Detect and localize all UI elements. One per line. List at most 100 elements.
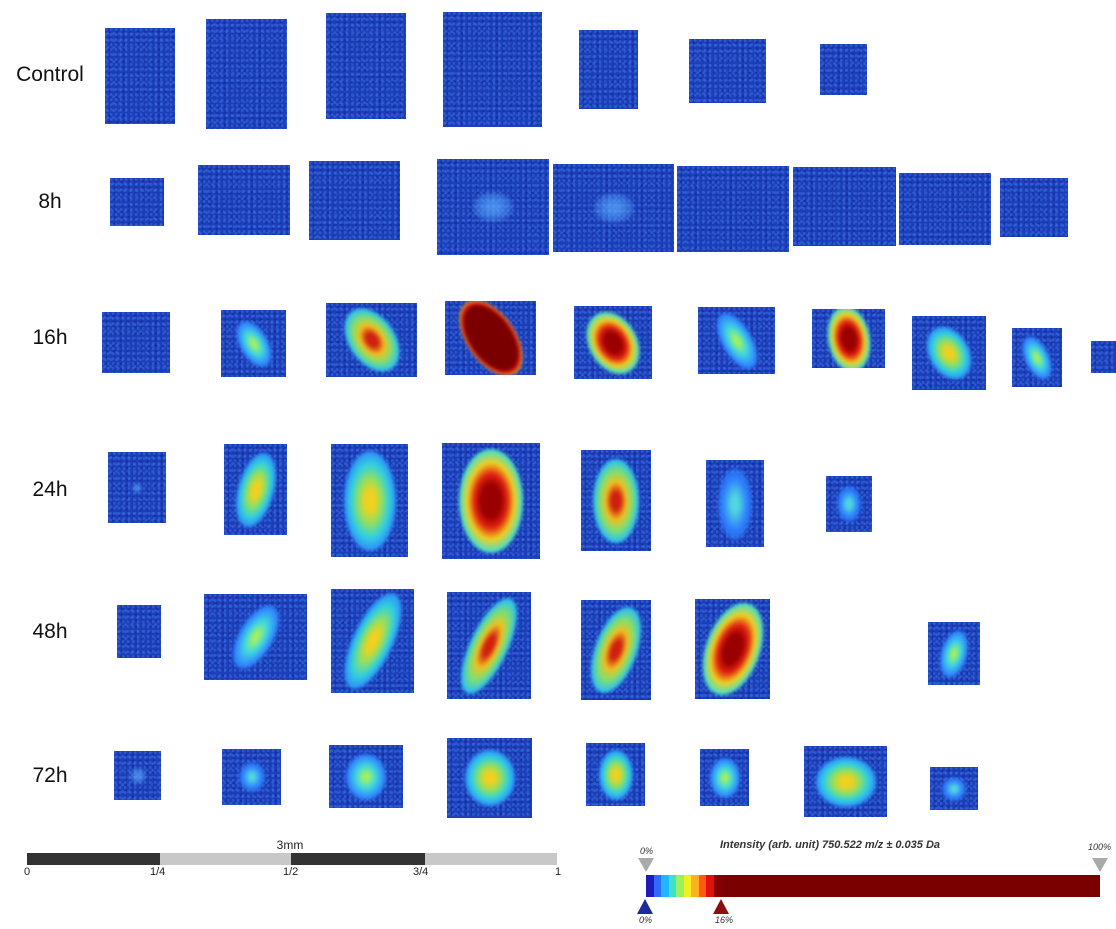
- tissue-image-tile: [224, 444, 287, 535]
- tissue-image-tile: [445, 301, 536, 375]
- tissue-image-tile: [677, 166, 789, 252]
- tissue-image-tile: [579, 30, 638, 109]
- colorbar-segment: [676, 875, 684, 897]
- colorbar: [646, 875, 1100, 897]
- colorbar-segment: [691, 875, 699, 897]
- signal-hotspot: [228, 448, 283, 531]
- signal-hotspot: [942, 776, 966, 801]
- scale-tick-3-4: 3/4: [413, 866, 429, 878]
- signal-hotspot: [446, 301, 535, 375]
- tissue-image-tile: [700, 749, 749, 806]
- signal-hotspot: [718, 467, 752, 540]
- tissue-image-tile: [820, 44, 867, 95]
- signal-hotspot: [822, 309, 875, 368]
- tissue-image-tile: [928, 622, 980, 685]
- tissue-image-tile: [198, 165, 290, 235]
- row-label-24h: 24h: [32, 478, 68, 501]
- tissue-image-tile: [326, 303, 417, 377]
- signal-hotspot: [464, 750, 515, 806]
- signal-hotspot: [935, 626, 973, 681]
- signal-hotspot: [917, 318, 981, 388]
- colorbar-bottom-max-label: 16%: [715, 915, 734, 925]
- scale-tick-1: 1: [555, 866, 562, 878]
- tissue-image-tile: [108, 452, 166, 523]
- tissue-image-tile: [826, 476, 872, 532]
- signal-hotspot: [238, 762, 265, 792]
- scale-segment-4: [425, 853, 557, 865]
- colorbar-segment: [683, 875, 691, 897]
- scale-tick-0: 0: [24, 866, 31, 878]
- tissue-image-tile: [812, 309, 885, 368]
- colorbar-segment: [713, 875, 721, 897]
- tissue-image-tile: [331, 444, 408, 557]
- tissue-image-tile: [899, 173, 991, 245]
- tissue-image-tile: [804, 746, 887, 817]
- colorbar-segment: [698, 875, 706, 897]
- scale-bar-title: 3mm: [276, 838, 304, 852]
- tissue-image-tile: [326, 13, 406, 119]
- signal-hotspot: [332, 589, 413, 693]
- row-label-72h: 72h: [32, 764, 68, 787]
- colorbar-max-marker-top: [1092, 858, 1108, 872]
- tissue-image-tile: [114, 751, 161, 800]
- row-label-16h: 16h: [32, 326, 68, 349]
- tissue-image-tile: [329, 745, 403, 808]
- signal-hotspot: [598, 749, 633, 800]
- row-label-8h: 8h: [38, 190, 62, 213]
- tissue-image-tile: [102, 312, 170, 373]
- tissue-image-tile: [1091, 341, 1116, 373]
- scale-segment-1: [27, 853, 160, 865]
- signal-hotspot: [593, 458, 639, 543]
- tissue-image-tile: [1000, 178, 1068, 237]
- scale-tick-1-2: 1/2: [283, 866, 299, 878]
- tissue-image-tile: [689, 39, 766, 103]
- tissue-image-tile: [105, 28, 175, 124]
- tissue-image-tile: [110, 178, 164, 226]
- tissue-image-tile: [930, 767, 978, 810]
- signal-hotspot: [228, 314, 279, 373]
- colorbar-top-left-label: 0%: [640, 846, 654, 856]
- colorbar-segment: [706, 875, 714, 897]
- signal-hotspot: [709, 757, 740, 798]
- tissue-image-tile: [706, 460, 764, 547]
- tissue-image-tile: [309, 161, 400, 240]
- tissue-image-tile: [117, 605, 161, 658]
- signal-hotspot: [695, 599, 770, 699]
- signal-hotspot: [449, 592, 529, 699]
- tissue-image-tile: [1012, 328, 1062, 387]
- colorbar-segment: [668, 875, 676, 897]
- signal-hotspot: [708, 307, 765, 374]
- signal-hotspot: [575, 306, 651, 379]
- tissue-image-tile: [581, 450, 651, 551]
- colorbar-max-region: [721, 875, 1100, 897]
- tissue-image-tile: [437, 159, 549, 255]
- signal-hotspot: [129, 767, 146, 784]
- colorbar-segment: [653, 875, 661, 897]
- colorbar-segment: [646, 875, 654, 897]
- scale-tick-1-4: 1/4: [150, 866, 166, 878]
- signal-hotspot: [581, 600, 651, 700]
- tissue-image-tile: [793, 167, 896, 246]
- row-label-control: Control: [16, 63, 84, 86]
- tissue-image-tile: [443, 12, 542, 127]
- scale-bar: [27, 853, 557, 865]
- signal-hotspot: [593, 193, 634, 223]
- colorbar-max-handle[interactable]: [713, 899, 729, 914]
- signal-hotspot: [1016, 331, 1058, 384]
- signal-hotspot: [473, 192, 513, 222]
- tissue-image-tile: [442, 443, 540, 559]
- colorbar-title: Intensity (arb. unit) 750.522 m/z ± 0.03…: [720, 839, 941, 851]
- row-label-48h: 48h: [32, 620, 68, 643]
- tissue-image-tile: [222, 749, 281, 805]
- tissue-image-tile: [912, 316, 986, 390]
- colorbar-bottom-min-label: 0%: [639, 915, 653, 925]
- tissue-image-tile: [586, 743, 645, 806]
- tissue-image-tile: [695, 599, 770, 699]
- scale-segment-2: [160, 853, 291, 865]
- tissue-image-tile: [447, 592, 531, 699]
- tissue-image-tile: [698, 307, 775, 374]
- signal-hotspot: [815, 756, 876, 807]
- colorbar-segment: [661, 875, 669, 897]
- signal-hotspot: [132, 482, 142, 493]
- colorbar-min-handle[interactable]: [637, 899, 653, 914]
